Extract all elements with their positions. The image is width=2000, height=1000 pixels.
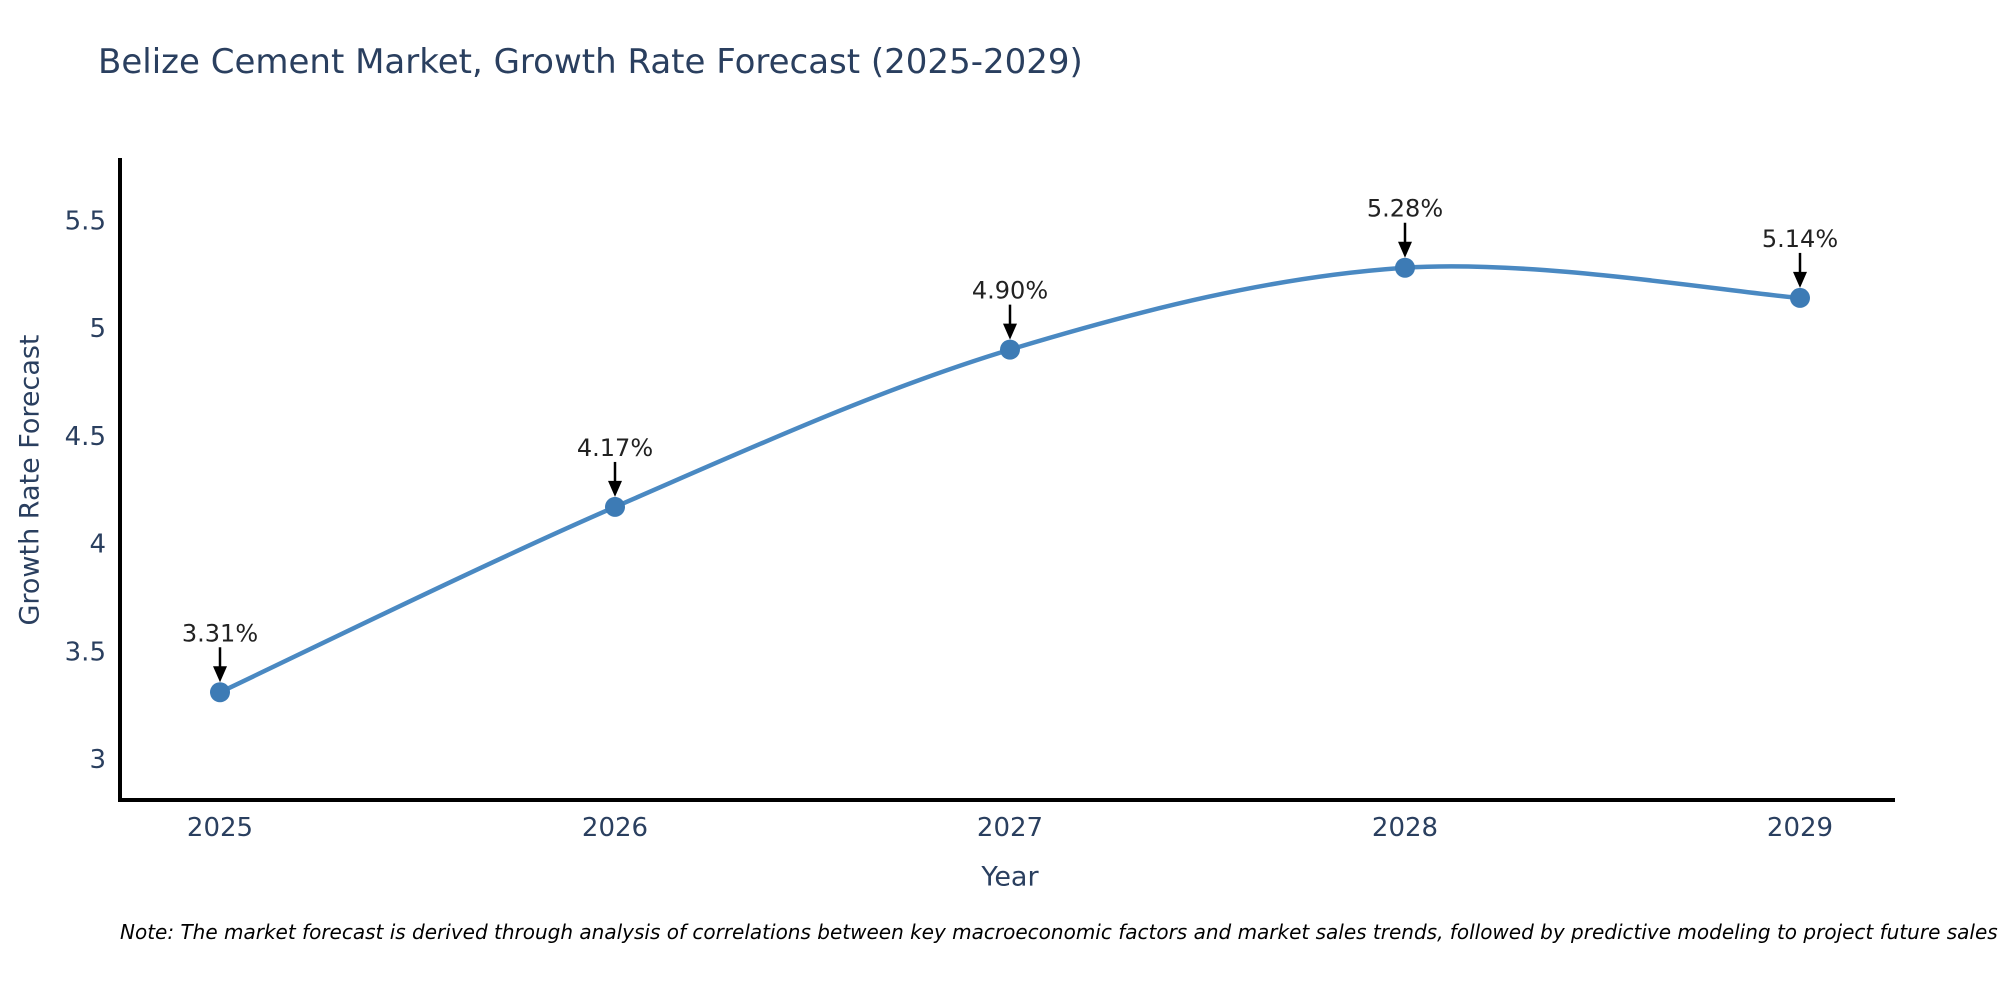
y-tick-label: 3.5 (65, 637, 106, 667)
point-value-label: 3.31% (182, 619, 258, 647)
annotation-arrow-head (1003, 323, 1017, 340)
data-point-marker (210, 682, 230, 703)
point-value-label: 5.14% (1762, 225, 1838, 253)
x-tick-label: 2025 (187, 813, 253, 843)
x-tick-label: 2029 (1767, 813, 1833, 843)
chart-title: Belize Cement Market, Growth Rate Foreca… (98, 42, 1083, 82)
point-value-label: 4.17% (577, 434, 653, 462)
annotation-arrow-head (608, 480, 622, 497)
annotation-arrow-head (213, 666, 227, 683)
point-value-label: 4.90% (972, 277, 1048, 305)
y-tick-label: 4 (89, 530, 106, 560)
y-tick-label: 4.5 (65, 422, 106, 452)
x-tick-label: 2027 (977, 813, 1043, 843)
data-point-marker (1790, 287, 1810, 308)
y-tick-label: 3 (89, 745, 106, 775)
y-tick-label: 5 (89, 314, 106, 344)
annotation-arrow-head (1793, 271, 1807, 288)
data-point-marker (605, 496, 625, 517)
x-axis-title: Year (981, 861, 1039, 893)
y-axis-title: Growth Rate Forecast (14, 334, 46, 626)
footnote: Note: The market forecast is derived thr… (120, 920, 1998, 944)
data-point-marker (1000, 339, 1020, 360)
y-tick-label: 5.5 (65, 206, 106, 236)
point-value-label: 5.28% (1367, 195, 1443, 223)
x-tick-label: 2026 (582, 813, 648, 843)
data-point-marker (1395, 257, 1415, 278)
x-tick-label: 2028 (1372, 813, 1438, 843)
annotation-arrow-head (1398, 241, 1412, 258)
